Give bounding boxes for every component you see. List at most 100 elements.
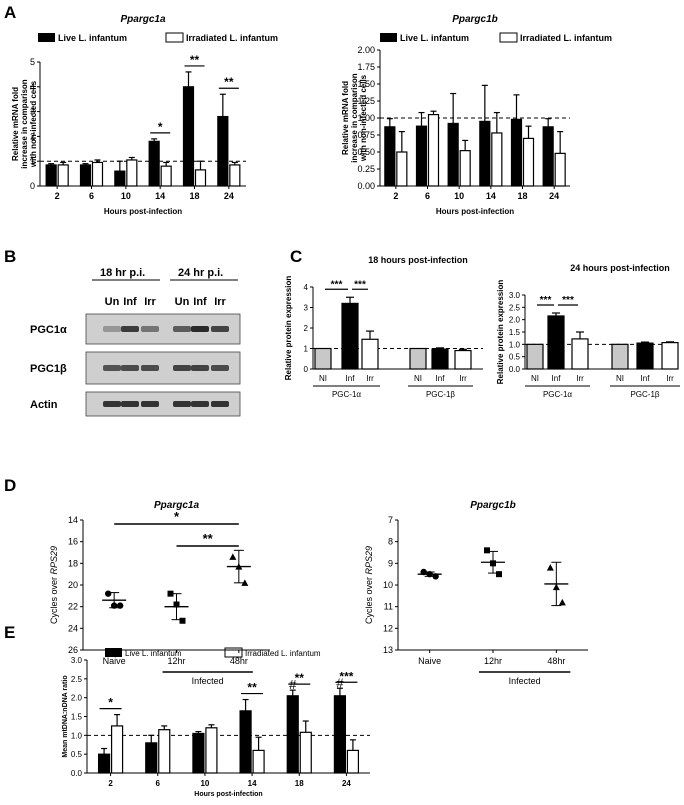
blot-time-label: 24 hr p.i. bbox=[178, 267, 223, 279]
y-tick-label: 1.0 bbox=[509, 340, 521, 349]
y-axis-label: Relative mRNA foldincrease in comparison… bbox=[11, 79, 38, 168]
lane-label: Inf bbox=[193, 296, 207, 308]
bar bbox=[333, 695, 347, 774]
bar bbox=[415, 125, 428, 187]
y-tick-label: 4 bbox=[304, 283, 309, 292]
x-tick-label: Inf bbox=[346, 374, 356, 383]
significance-label: ** bbox=[190, 53, 200, 67]
x-tick-label: Inf bbox=[436, 374, 446, 383]
bar bbox=[45, 164, 57, 187]
x-tick-label: 14 bbox=[155, 191, 165, 201]
y-axis-label: Relative protein expression bbox=[496, 280, 505, 385]
significance-label: * bbox=[108, 696, 113, 710]
bar bbox=[205, 727, 218, 774]
panel-label-b: B bbox=[4, 247, 16, 266]
bar bbox=[114, 170, 126, 187]
blot-band bbox=[121, 401, 139, 407]
x-tick-label: Irr bbox=[576, 374, 584, 383]
bar bbox=[194, 169, 207, 187]
bar bbox=[522, 137, 535, 187]
y-tick-label: 2.0 bbox=[509, 316, 521, 325]
y-tick-label: 4 bbox=[30, 82, 35, 92]
y-tick-label: 3.0 bbox=[509, 291, 521, 300]
lane-label: Un bbox=[105, 296, 120, 308]
blot-band bbox=[211, 365, 229, 371]
data-point bbox=[484, 547, 490, 554]
x-tick-label: 18 bbox=[189, 191, 199, 201]
legend-live-label: Live L. infantum bbox=[400, 33, 469, 43]
significance-label: *** bbox=[562, 295, 574, 306]
y-tick-label: 2.5 bbox=[71, 675, 83, 684]
blot-band bbox=[141, 365, 159, 371]
y-tick-label: 2 bbox=[304, 324, 309, 333]
panel-label-a: A bbox=[4, 3, 16, 22]
significance-label: * bbox=[174, 509, 180, 524]
panel-label-c: C bbox=[290, 247, 302, 266]
legend-irr-label: Irradiated L. infantum bbox=[245, 649, 321, 658]
y-tick-label: 12 bbox=[383, 623, 393, 633]
y-tick-label: 22 bbox=[68, 602, 78, 612]
x-tick-label: Naive bbox=[418, 656, 441, 666]
bar bbox=[431, 348, 449, 370]
legend-e: Live L. infantum Irradiated L. infantum bbox=[105, 647, 321, 658]
y-tick-label: 3 bbox=[30, 107, 35, 117]
legend-irr-swatch bbox=[499, 32, 518, 43]
legend-a2: Live L. infantum Irradiated L. infantum bbox=[380, 32, 612, 43]
y-tick-label: 3 bbox=[304, 304, 309, 313]
x-tick-label: 24 bbox=[224, 191, 234, 201]
y-tick-label: 14 bbox=[68, 515, 78, 525]
group-label: Infected bbox=[192, 676, 224, 686]
x-tick-label: 14 bbox=[486, 191, 496, 201]
blot-band bbox=[121, 326, 139, 332]
y-tick-label: 1.0 bbox=[71, 731, 83, 740]
y-tick-label: 0.0 bbox=[71, 769, 83, 778]
legend-irr-swatch bbox=[165, 32, 184, 43]
bar bbox=[510, 118, 523, 187]
bar bbox=[571, 338, 589, 370]
y-tick-label: 0.5 bbox=[509, 353, 521, 362]
y-tick-label: 9 bbox=[388, 558, 393, 568]
y-tick-label: 0.50 bbox=[357, 147, 375, 157]
bar bbox=[91, 161, 104, 187]
blot-time-label: 18 hr p.i. bbox=[100, 267, 145, 279]
data-point bbox=[229, 553, 237, 560]
bar bbox=[97, 753, 111, 774]
significance-label: ** bbox=[247, 681, 257, 695]
x-tick-label: 6 bbox=[425, 191, 430, 201]
y-tick-label: 1.50 bbox=[357, 79, 375, 89]
chart-a2: Ppargc1b 0.00 0.25 0.50 0.75 1.00 1.25 1.50 1.75… bbox=[341, 14, 570, 216]
y-tick-label: 3.0 bbox=[71, 656, 83, 665]
y-tick-label: 13 bbox=[383, 645, 393, 655]
chart-c2: 24 hours post-infection 0.0 0.5 1.0 1.5 2.0 2.… bbox=[496, 263, 680, 399]
y-tick-label: 0 bbox=[304, 365, 309, 374]
bar bbox=[611, 343, 629, 370]
bar bbox=[239, 710, 252, 774]
x-tick-label: 10 bbox=[121, 191, 131, 201]
x-tick-label: 2 bbox=[55, 191, 60, 201]
legend-live-swatch bbox=[105, 648, 122, 657]
y-tick-label: 0.0 bbox=[509, 365, 521, 374]
group-label: PGC-1β bbox=[426, 390, 455, 399]
bar bbox=[384, 126, 396, 187]
bar bbox=[160, 165, 172, 187]
data-point bbox=[241, 579, 249, 586]
bar bbox=[145, 742, 158, 774]
legend-a1: Live L. infantum Irradiated L. infantum bbox=[38, 32, 278, 43]
data-point bbox=[104, 590, 112, 597]
bar bbox=[361, 338, 379, 370]
y-tick-label: 11 bbox=[384, 602, 393, 612]
legend-irr-label: Irradiated L. infantum bbox=[520, 33, 612, 43]
x-tick-label: 10 bbox=[200, 779, 209, 788]
blot-band bbox=[211, 326, 229, 332]
x-tick-label: 48hr bbox=[230, 656, 248, 666]
y-tick-label: 1.5 bbox=[509, 328, 521, 337]
bar bbox=[542, 126, 554, 187]
bar bbox=[396, 151, 408, 187]
x-tick-label: 24 bbox=[342, 779, 351, 788]
chart-c1: 18 hours post-infection 0 1 2 3 4 NI Inf Irr NI In… bbox=[284, 255, 483, 399]
blot-band bbox=[191, 401, 209, 407]
significance-label: ** bbox=[295, 671, 305, 685]
y-tick-label: 5 bbox=[30, 57, 35, 67]
blot-band bbox=[121, 365, 139, 371]
